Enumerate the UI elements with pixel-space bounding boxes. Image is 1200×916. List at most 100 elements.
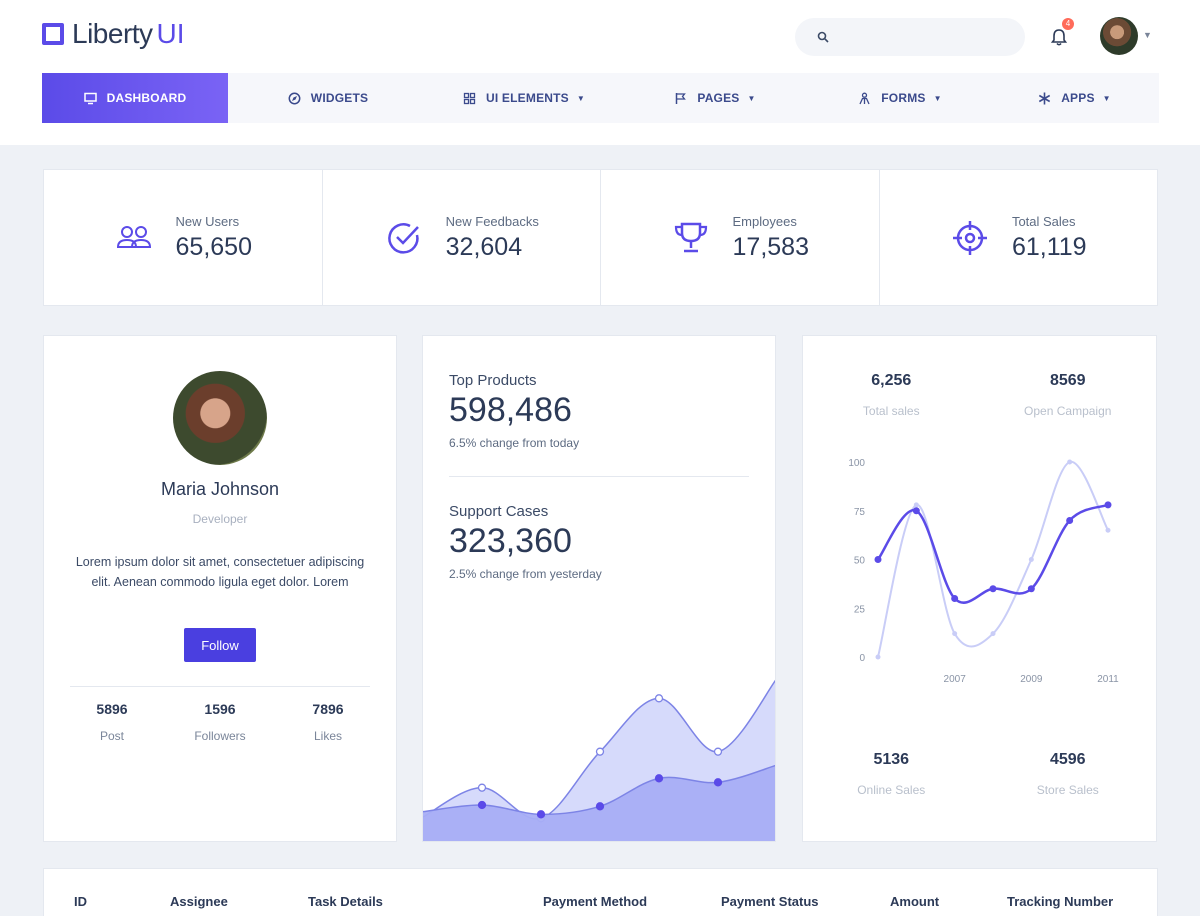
profile-name: Maria Johnson: [160, 479, 280, 499]
brand-name: Liberty: [72, 18, 153, 49]
stat-employees: Employees 17,583: [601, 170, 880, 305]
line-point: [912, 507, 920, 515]
stat-label: Total Sales: [1011, 213, 1076, 229]
area-point: [654, 774, 664, 783]
line-point: [1028, 557, 1034, 562]
y-tick-label: 0: [859, 653, 865, 664]
brand-logo[interactable]: Liberty UI: [42, 17, 185, 51]
nav-ui-elements[interactable]: UI ELEMENTS ▼: [428, 73, 620, 123]
nav-label: PAGES: [697, 91, 740, 105]
chevron-down-icon: ▼: [933, 93, 942, 103]
follow-button[interactable]: Follow: [184, 628, 256, 662]
user-avatar[interactable]: [1100, 17, 1138, 55]
online-sales-label: Online Sales: [857, 783, 926, 797]
top-products-value: 598,486: [449, 391, 572, 429]
products-card: Top Products 598,486 6.5% change from to…: [422, 335, 776, 842]
nav-dashboard[interactable]: DASHBOARD: [42, 73, 228, 123]
column-header[interactable]: Tracking Number: [1007, 894, 1114, 909]
search-icon: [817, 31, 829, 43]
person-icon: [859, 92, 870, 104]
line-point: [1027, 585, 1035, 593]
area-point: [713, 778, 723, 787]
profile-stats: 5896 Post 1596 Followers 7896 Likes: [44, 687, 396, 743]
area-point: [654, 694, 664, 703]
asterisk-icon: [1039, 92, 1051, 104]
line-point: [989, 585, 997, 593]
brand-accent: UI: [156, 18, 185, 49]
support-cases-label: Support Cases: [449, 503, 549, 520]
stats-bar: New Users 65,650 New Feedbacks 32,604 Em…: [43, 169, 1158, 306]
line-point: [952, 631, 958, 637]
top-header: Liberty UI 4 ▼ DASHBOARD WIDGETS UI ELEM…: [0, 0, 1200, 145]
line-point: [875, 654, 881, 660]
stat-value: 7896: [312, 701, 344, 717]
area-point: [595, 802, 605, 811]
open-campaign-value: 8569: [1049, 372, 1086, 389]
stat-value: 17,583: [732, 232, 809, 261]
line-point: [1066, 517, 1074, 524]
profile-role: Developer: [192, 512, 248, 526]
sales-summary-bottom: 5136 Online Sales 4596 Store Sales: [803, 751, 1156, 797]
area-point: [477, 783, 487, 792]
store-sales-value: 4596: [1049, 751, 1086, 768]
area-chart: [423, 679, 775, 841]
check-circle-icon: [387, 222, 419, 254]
users-icon: [116, 225, 151, 248]
x-tick-label: 2007: [944, 674, 967, 685]
chevron-down-icon[interactable]: ▼: [1143, 30, 1152, 40]
chevron-down-icon: ▼: [747, 93, 756, 103]
stat-value: 65,650: [175, 232, 252, 261]
flag-icon: [676, 92, 687, 104]
column-header[interactable]: Payment Status: [721, 894, 819, 909]
line-point: [913, 502, 919, 508]
notification-badge: 4: [1062, 18, 1074, 30]
column-header[interactable]: Task Details: [308, 894, 383, 909]
nav-widgets[interactable]: WIDGETS: [228, 73, 428, 123]
support-cases-value: 323,360: [449, 522, 572, 560]
stat-value: 61,119: [1011, 232, 1087, 261]
store-sales-label: Store Sales: [1036, 783, 1099, 797]
line-point: [951, 595, 959, 602]
y-tick-label: 25: [854, 604, 866, 615]
profile-photo: [173, 371, 267, 465]
column-header[interactable]: Payment Method: [543, 894, 648, 909]
stat-label: New Feedbacks: [445, 213, 539, 229]
nav-apps[interactable]: APPS ▼: [990, 73, 1159, 123]
stat-value: 32,604: [445, 232, 523, 261]
x-tick-label: 2011: [1097, 674, 1119, 685]
main-nav: DASHBOARD WIDGETS UI ELEMENTS ▼ PAGES ▼ …: [42, 73, 1159, 123]
area-series-2: [423, 765, 775, 841]
nav-forms[interactable]: FORMS ▼: [810, 73, 990, 123]
line-point: [874, 556, 882, 563]
x-tick-label: 2009: [1020, 674, 1043, 685]
nav-label: FORMS: [881, 91, 926, 105]
search-box[interactable]: [795, 18, 1025, 56]
stat-label: Followers: [194, 729, 246, 743]
stat-label: New Users: [175, 213, 240, 229]
store-sales: 4596 Store Sales: [980, 751, 1157, 797]
area-point: [595, 747, 605, 756]
support-cases: Support Cases 323,360 2.5% change from y…: [423, 503, 775, 581]
open-campaign: 8569 Open Campaign: [980, 372, 1157, 418]
stat-value: 5896: [96, 701, 128, 717]
stat-label: Post: [99, 729, 124, 743]
line-chart: 0 25 50 75 100 2007 2009 2011: [848, 458, 1119, 685]
column-header[interactable]: ID: [74, 894, 87, 909]
sales-card: 6,256 Total sales 8569 Open Campaign 0 25…: [802, 335, 1157, 842]
chevron-down-icon: ▼: [576, 93, 585, 103]
column-header[interactable]: Assignee: [170, 894, 228, 909]
nav-pages[interactable]: PAGES ▼: [620, 73, 810, 123]
line-point: [1104, 501, 1112, 509]
nav-label: WIDGETS: [310, 91, 369, 105]
search-input[interactable]: [839, 29, 1009, 45]
y-tick-label: 100: [848, 458, 865, 469]
profile-stat-followers: 1596 Followers: [166, 701, 274, 743]
area-point: [713, 747, 723, 756]
bell-icon[interactable]: [1048, 26, 1070, 48]
column-header[interactable]: Amount: [890, 894, 940, 909]
divider: [70, 686, 370, 687]
sales-summary-top: 6,256 Total sales 8569 Open Campaign: [803, 372, 1156, 418]
trophy-icon: [674, 222, 707, 252]
support-cases-change: 2.5% change from yesterday: [449, 567, 602, 581]
grid-icon: [463, 92, 476, 104]
